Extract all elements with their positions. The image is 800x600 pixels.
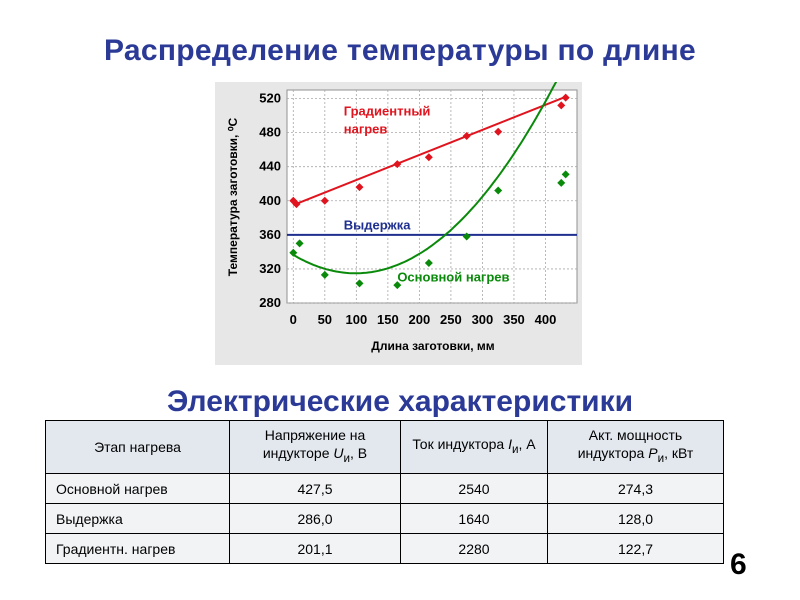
header-current: Ток индуктора Iи, А <box>400 420 548 474</box>
page-number: 6 <box>730 548 747 581</box>
series-2 <box>289 82 570 290</box>
x-tick-label: 400 <box>535 312 557 327</box>
header-power-text: Акт. мощность индуктора <box>577 427 683 462</box>
x-axis-label: Длина заготовки, мм <box>371 339 495 353</box>
x-tick-label: 100 <box>345 312 367 327</box>
row-current: 2280 <box>400 533 548 564</box>
row-current: 1640 <box>400 503 548 534</box>
x-tick-label: 150 <box>377 312 399 327</box>
section-title: Электрические характеристики <box>166 385 634 418</box>
table-row: Основной нагрев 427,5 2540 274,3 <box>45 473 724 504</box>
header-current-subscript: и <box>512 442 519 456</box>
header-voltage-text: Напряжение на индукторе <box>262 427 366 462</box>
series-label-line: Градиентный <box>344 104 431 119</box>
data-point <box>292 200 301 209</box>
series-label-line: нагрев <box>344 122 388 137</box>
data-point <box>289 248 298 257</box>
trend-line <box>292 95 567 206</box>
y-tick-label: 280 <box>259 295 281 310</box>
row-voltage: 201,1 <box>229 533 401 564</box>
row-current: 2540 <box>400 473 548 504</box>
data-point <box>462 232 471 241</box>
x-tick-label: 350 <box>503 312 525 327</box>
header-current-unit: , А <box>518 436 536 453</box>
header-voltage-symbol: U <box>333 445 344 462</box>
x-tick-label: 250 <box>440 312 462 327</box>
x-tick-label: 50 <box>318 312 332 327</box>
row-voltage: 286,0 <box>229 503 401 534</box>
data-point <box>557 178 566 187</box>
data-point <box>424 258 433 267</box>
data-point <box>289 196 298 205</box>
data-point <box>320 270 329 279</box>
header-power-subscript: и <box>657 451 665 465</box>
y-axis-label: Температура заготовки, ⁰С <box>226 117 240 276</box>
data-point <box>320 196 329 205</box>
header-voltage-unit: , В <box>350 445 368 462</box>
data-point <box>295 239 304 248</box>
y-tick-label: 400 <box>259 193 281 208</box>
row-stage: Выдержка <box>45 503 230 534</box>
row-voltage: 427,5 <box>229 473 401 504</box>
y-tick-label: 440 <box>259 159 281 174</box>
data-point <box>494 127 503 136</box>
series-label: Выдержка <box>344 218 411 233</box>
temperature-chart: 0 50 100 150 200 250 300 350 400 280 320 360 400 440 4… <box>215 82 582 365</box>
row-stage: Основной нагрев <box>45 473 230 504</box>
table-row: Выдержка 286,0 1640 128,0 <box>45 503 724 534</box>
x-tick-label: 0 <box>290 312 297 327</box>
y-axis-label-unit: ⁰С <box>226 117 240 131</box>
data-point <box>561 170 570 179</box>
x-tick-label: 200 <box>409 312 431 327</box>
trend-line <box>292 82 558 275</box>
y-tick-label: 360 <box>259 227 281 242</box>
data-point <box>462 132 471 141</box>
header-stage: Этап нагрева <box>45 420 230 474</box>
series-labels: Градиентный нагрев Выдержка Основной нагрев <box>344 104 510 285</box>
y-tick-label: 480 <box>259 125 281 140</box>
tick-labels: 0 50 100 150 200 250 300 350 400 280 320 360 400 440 4… <box>259 91 556 327</box>
row-power: 122,7 <box>547 533 724 564</box>
series-label: Градиентный нагрев <box>344 104 431 137</box>
data-point <box>557 101 566 110</box>
series <box>287 82 577 290</box>
header-current-text: Ток индуктора <box>412 436 509 453</box>
data-point <box>355 183 364 192</box>
header-voltage: Напряжение на индукторе Uи, В <box>229 420 401 474</box>
slide-title: Распределение температуры по длине <box>103 34 697 67</box>
row-power: 128,0 <box>547 503 724 534</box>
table-header-row: Этап нагрева Напряжение на индукторе Uи,… <box>45 420 724 474</box>
data-point <box>393 160 402 169</box>
electrical-characteristics-table: Этап нагрева Напряжение на индукторе Uи,… <box>45 420 724 564</box>
row-power: 274,3 <box>547 473 724 504</box>
y-axis-label-text: Температура заготовки, <box>226 131 240 276</box>
row-stage: Градиентн. нагрев <box>45 533 230 564</box>
data-point <box>424 153 433 162</box>
y-tick-label: 320 <box>259 261 281 276</box>
series-label: Основной нагрев <box>397 270 509 285</box>
y-tick-label: 520 <box>259 91 281 106</box>
header-power-symbol: P <box>648 445 658 462</box>
data-point <box>393 281 402 290</box>
header-power-unit: , кВт <box>664 445 694 462</box>
header-power: Акт. мощность индуктора Pи, кВт <box>547 420 724 474</box>
series-0 <box>289 93 570 209</box>
data-point <box>355 279 364 288</box>
table-row: Градиентн. нагрев 201,1 2280 122,7 <box>45 533 724 564</box>
x-tick-label: 300 <box>472 312 494 327</box>
header-voltage-subscript: и <box>343 451 351 465</box>
header-current-symbol: I <box>508 436 512 453</box>
data-point <box>561 93 570 102</box>
data-point <box>494 186 503 195</box>
plot-area <box>286 89 578 304</box>
